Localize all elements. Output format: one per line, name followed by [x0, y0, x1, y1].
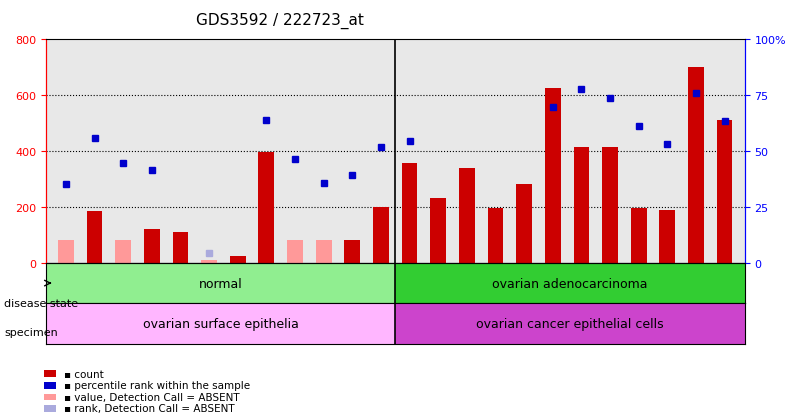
Bar: [373, 207, 388, 263]
Bar: [344, 241, 360, 263]
Text: ▪ count: ▪ count: [64, 369, 104, 379]
Text: GDS3592 / 222723_at: GDS3592 / 222723_at: [196, 12, 364, 28]
Bar: [172, 233, 188, 263]
Bar: [717, 121, 732, 263]
Bar: [46, 263, 395, 304]
Text: ▪ rank, Detection Call = ABSENT: ▪ rank, Detection Call = ABSENT: [64, 404, 235, 413]
Bar: [259, 153, 274, 263]
Bar: [430, 199, 446, 263]
Text: specimen: specimen: [4, 328, 58, 337]
Bar: [574, 147, 590, 263]
Bar: [401, 164, 417, 263]
Text: normal: normal: [199, 277, 243, 290]
Bar: [395, 304, 745, 344]
Bar: [144, 230, 159, 263]
Text: ▪ value, Detection Call = ABSENT: ▪ value, Detection Call = ABSENT: [64, 392, 239, 402]
Bar: [230, 256, 246, 263]
Bar: [602, 147, 618, 263]
Bar: [316, 241, 332, 263]
Bar: [46, 304, 395, 344]
Bar: [631, 209, 646, 263]
Bar: [517, 185, 532, 263]
Bar: [287, 241, 303, 263]
Bar: [395, 263, 745, 304]
Bar: [545, 88, 561, 263]
Bar: [115, 241, 131, 263]
Text: ovarian adenocarcinoma: ovarian adenocarcinoma: [492, 277, 648, 290]
Text: ovarian surface epithelia: ovarian surface epithelia: [143, 318, 299, 330]
Bar: [459, 168, 475, 263]
Bar: [201, 260, 217, 263]
Bar: [87, 211, 103, 263]
Bar: [58, 241, 74, 263]
Text: ovarian cancer epithelial cells: ovarian cancer epithelial cells: [476, 318, 664, 330]
Text: ▪ percentile rank within the sample: ▪ percentile rank within the sample: [64, 380, 250, 390]
Bar: [488, 209, 503, 263]
Bar: [659, 210, 675, 263]
Bar: [688, 68, 704, 263]
Text: disease state: disease state: [4, 299, 78, 309]
